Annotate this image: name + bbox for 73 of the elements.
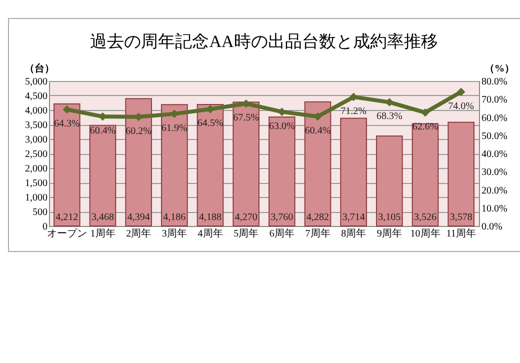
y2-tick-label: 10.0% [482,203,508,214]
x-tick-label: 9周年 [376,228,402,240]
bar [304,101,332,226]
data-label: 60.4% [90,126,116,137]
bar [125,98,152,226]
x-tick-label: 10周年 [410,228,440,240]
x-tick-label: 11周年 [446,228,476,240]
data-label: 4,270 [234,212,258,223]
y-tick-label: 3,000 [25,134,48,146]
y-tick-label: 0 [42,222,48,232]
bar [161,104,188,226]
point [456,88,466,96]
chart-title: 過去の周年記念AA時の出品台数と成約率推移 [90,32,438,51]
data-label: 60.4% [304,126,331,137]
x-tick-label: 5周年 [234,228,259,240]
y2-tick-label: 80.0% [482,76,508,88]
y-axis-title: （台） [24,62,54,74]
y-tick-label: 2,000 [25,164,48,174]
bar [376,135,403,226]
bar [232,102,260,226]
bar [412,123,439,226]
x-tick-label: 2周年 [126,228,152,240]
data-label: 71.2% [340,106,367,117]
data-label: 64.5% [197,118,224,130]
data-label: 4,394 [127,212,150,223]
y-tick-label: 4,000 [25,106,48,116]
bar [340,118,367,226]
y-tick-label: 2,500 [25,149,48,160]
y-tick-label: 1,500 [25,178,48,189]
data-label: 3,760 [270,212,294,223]
y2-tick-label: 60.0% [482,112,508,124]
y2-tick-label: 40.0% [482,149,508,160]
y-tick-label: 3,500 [25,120,48,131]
data-label: 74.0% [448,100,474,112]
y-tick-label: 1,000 [25,192,48,204]
data-label: 4,282 [306,212,329,223]
y2-tick-label: 0.0% [482,222,502,232]
x-tick-label: 7周年 [305,228,330,240]
data-label: 3,714 [342,212,365,223]
data-label: 3,468 [92,212,114,223]
data-label: 64.3% [54,118,80,130]
data-label: 62.6% [412,122,438,133]
y-tick-label: 5,000 [25,76,48,88]
y2-tick-label: 30.0% [482,167,508,178]
data-label: 61.9% [161,122,188,134]
data-label: 60.2% [126,126,152,137]
bar [89,124,116,226]
y2-tick-label: 70.0% [482,94,508,106]
data-label: 3,526 [414,212,436,223]
data-label: 63.0% [268,120,295,132]
x-tick-label: オープン [46,228,87,240]
data-label: 3,105 [378,212,401,223]
data-label: 3,578 [450,212,472,223]
data-label: 68.3% [376,111,402,122]
x-tick-label: 3周年 [162,228,187,240]
y2-axis-title: （%） [484,64,514,74]
bar [196,104,224,226]
data-label: 4,186 [163,212,186,223]
bar [54,103,80,226]
y-tick-label: 500 [32,207,48,218]
bar [448,122,474,226]
bar [268,116,296,226]
data-label: 67.5% [233,112,260,124]
x-tick-label: 6周年 [269,228,294,240]
x-tick-label: 4周年 [198,228,223,240]
data-label: 4,188 [199,212,222,223]
y-tick-label: 4,500 [25,91,48,102]
data-label: 4,212 [56,212,78,223]
x-tick-label: 8周年 [341,228,366,240]
y2-tick-label: 50.0% [482,130,508,142]
point [421,108,430,117]
x-tick-label: 1周年 [90,228,116,240]
y2-tick-label: 20.0% [482,185,508,196]
